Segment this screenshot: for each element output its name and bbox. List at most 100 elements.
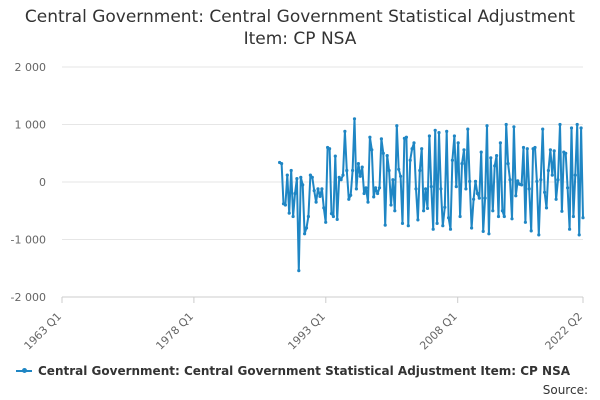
data-point [447, 216, 451, 220]
data-point [525, 147, 529, 151]
data-point [544, 206, 549, 210]
data-point [320, 187, 324, 191]
data-point [324, 220, 328, 224]
data-point [316, 187, 320, 191]
data-point [473, 179, 478, 183]
data-point [303, 232, 307, 236]
data-point [412, 141, 416, 145]
data-point [354, 187, 358, 191]
data-point [521, 145, 526, 150]
data-point [370, 148, 374, 152]
data-point [577, 233, 581, 237]
y-tick-label: 0 [39, 176, 46, 189]
source-label: Source: [542, 383, 588, 397]
data-point [468, 179, 472, 183]
y-tick-label: 1 000 [15, 119, 47, 132]
data-point [489, 156, 493, 160]
data-point [472, 197, 476, 201]
data-point [502, 214, 506, 219]
data-point [573, 173, 577, 177]
x-tick-label: 2008 Q1 [417, 310, 460, 353]
data-point [533, 145, 537, 150]
data-point [337, 175, 341, 179]
data-point [464, 187, 468, 191]
data-point [485, 124, 489, 128]
data-point [395, 124, 399, 128]
x-tick-label: 2022 Q2 [543, 310, 586, 353]
data-point [385, 154, 389, 158]
data-point [301, 183, 305, 187]
data-point [481, 229, 485, 233]
data-point [351, 168, 355, 173]
data-point [512, 125, 516, 129]
data-point [329, 212, 334, 216]
data-point [341, 173, 345, 177]
data-point [462, 148, 466, 152]
data-point [331, 214, 335, 219]
data-point [529, 229, 533, 233]
data-point [554, 197, 558, 201]
data-point [487, 232, 491, 236]
data-point [460, 162, 464, 166]
chart-title: Central Government: Central Government S… [24, 7, 576, 49]
data-point [314, 200, 318, 204]
y-tick-label: 2 000 [15, 61, 47, 74]
data-point [579, 126, 583, 130]
data-point [454, 185, 458, 189]
data-point [514, 194, 518, 198]
data-point [520, 183, 524, 187]
data-point [523, 220, 528, 224]
data-point [539, 178, 543, 182]
data-point [569, 126, 574, 130]
data-point [452, 134, 456, 138]
data-point [377, 186, 382, 190]
data-point [429, 185, 433, 189]
data-point [387, 168, 391, 173]
data-point [441, 224, 445, 228]
data-point [349, 193, 353, 197]
data-point [433, 128, 437, 132]
data-point [427, 134, 431, 138]
data-point [287, 211, 291, 215]
legend-label: Central Government: Central Government S… [38, 364, 570, 378]
data-point [333, 154, 337, 158]
data-point [306, 214, 310, 219]
data-point [581, 216, 585, 220]
data-point [393, 209, 397, 213]
legend-line-marker-icon [16, 366, 32, 376]
data-point [416, 218, 420, 222]
data-point [381, 151, 385, 155]
series-line [279, 117, 584, 272]
data-point [483, 196, 487, 200]
data-point [510, 217, 514, 221]
data-point [516, 179, 520, 183]
data-point [408, 158, 412, 162]
data-point [543, 190, 547, 194]
data-point [364, 186, 368, 190]
data-point [458, 214, 462, 219]
data-point [493, 164, 497, 168]
data-point [556, 178, 560, 182]
x-tick-label: 1993 Q1 [285, 310, 328, 353]
data-point [558, 122, 562, 127]
data-point [568, 227, 572, 231]
data-point [372, 195, 376, 199]
data-point [456, 141, 460, 145]
data-point [564, 151, 568, 155]
data-point [418, 168, 422, 173]
data-point [435, 221, 439, 225]
legend[interactable]: Central Government: Central Government S… [16, 364, 570, 378]
data-point [424, 187, 428, 191]
data-point [335, 217, 339, 221]
data-point [318, 194, 322, 198]
data-point [422, 209, 426, 213]
data-point [491, 209, 495, 213]
x-tick-label: 1978 Q1 [153, 310, 196, 353]
data-point [362, 191, 366, 196]
data-point [374, 186, 378, 190]
data-point [280, 162, 284, 166]
data-point [347, 197, 351, 201]
data-point [285, 173, 289, 177]
data-point [560, 209, 564, 213]
